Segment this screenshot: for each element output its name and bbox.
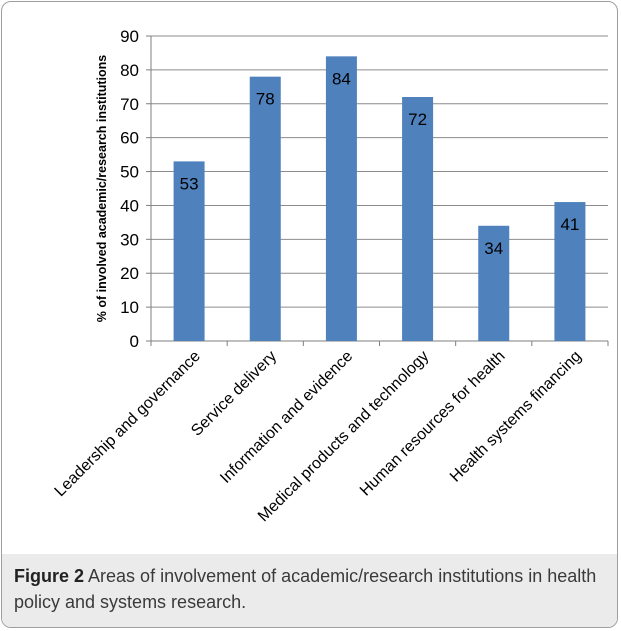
y-tick-label: 50 — [120, 163, 139, 182]
bar — [249, 76, 281, 342]
y-tick-label: 70 — [120, 95, 139, 114]
bar — [325, 56, 357, 341]
y-tick-label: 40 — [120, 196, 139, 215]
caption-label: Figure 2 — [14, 566, 85, 586]
y-tick-label: 0 — [130, 332, 139, 351]
caption-text: Areas of involvement of academic/researc… — [14, 566, 597, 612]
figure-caption: Figure 2 Areas of involvement of academi… — [2, 554, 617, 627]
bar — [554, 202, 586, 341]
data-label: 78 — [256, 90, 275, 109]
y-axis-title: % of involved academic/research institut… — [95, 55, 109, 322]
bar — [478, 225, 510, 341]
y-tick-label: 80 — [120, 61, 139, 80]
data-label: 72 — [408, 110, 427, 129]
y-tick-label: 90 — [120, 27, 139, 46]
bar — [173, 161, 205, 341]
y-tick-label: 60 — [120, 129, 139, 148]
bar-chart: 0 10 20 30 40 50 60 70 80 90 53 Leadership and gove… — [52, 27, 609, 525]
data-label: 41 — [560, 215, 579, 234]
x-category-label: Information and evidence — [217, 348, 356, 487]
y-tick-label: 30 — [120, 230, 139, 249]
x-category-label: Medical products and technology — [255, 348, 432, 525]
y-tick-label: 10 — [120, 298, 139, 317]
bar — [402, 97, 434, 341]
x-category-label: Health systems financing — [447, 348, 585, 486]
data-label: 53 — [180, 174, 199, 193]
data-label: 34 — [484, 239, 503, 258]
x-category-label: Human resources for health — [357, 348, 509, 500]
data-label: 84 — [332, 69, 351, 88]
x-category-label: Leadership and governance — [52, 348, 204, 500]
y-tick-label: 20 — [120, 264, 139, 283]
